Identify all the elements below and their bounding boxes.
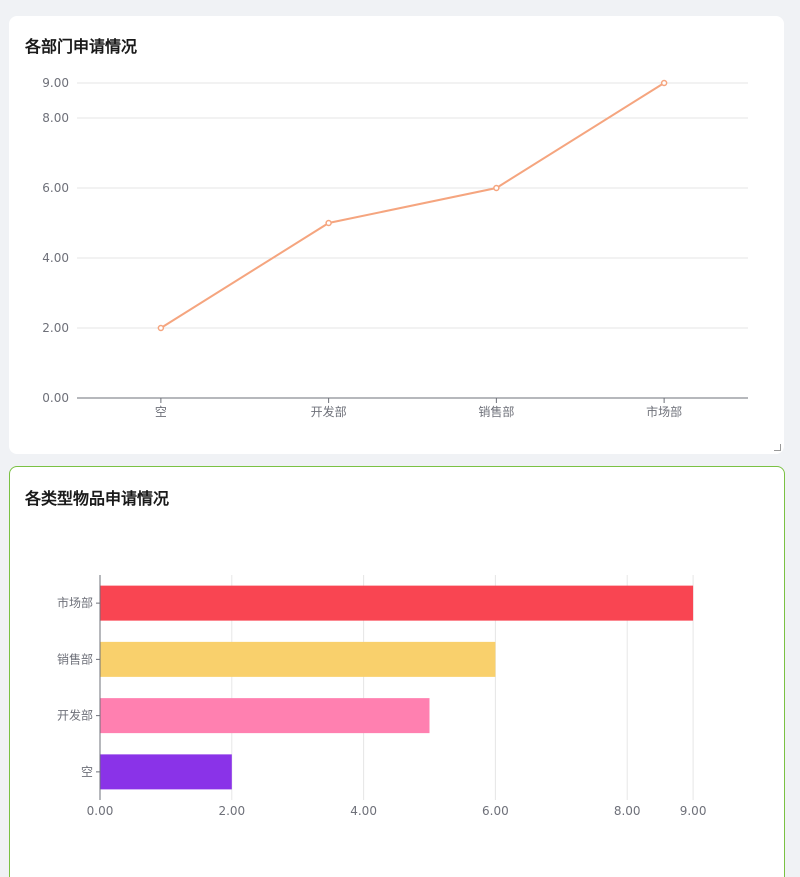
item-type-application-card: 各类型物品申请情况 0.00 2.00 4.00 6.00 8.00 9.00 空 开发部 销售… [9, 466, 785, 877]
resize-handle-icon[interactable] [774, 444, 781, 451]
y-tick-label: 0.00 [42, 391, 69, 405]
x-tick-label: 2.00 [218, 804, 245, 818]
x-tick-label: 0.00 [87, 804, 114, 818]
data-point [493, 184, 500, 192]
series-line [160, 82, 665, 329]
data-point [660, 79, 668, 87]
y-tick-label: 销售部 [57, 651, 93, 666]
x-tick-label: 9.00 [680, 804, 707, 818]
x-tick-label: 市场部 [646, 404, 682, 419]
department-line-chart: 0.00 2.00 4.00 6.00 8.00 9.00 空 开发部 销售部 市场部 [42, 76, 748, 419]
y-tick-label: 8.00 [42, 111, 69, 125]
y-tick-label: 市场部 [57, 595, 93, 610]
bar [100, 698, 430, 734]
data-point [325, 219, 332, 227]
department-chart-title: 各部门申请情况 [25, 37, 138, 56]
department-application-card: 各部门申请情况 0.00 2.00 4.00 6.00 8.00 9.00 空 开发部 销售部 市… [9, 16, 784, 454]
x-tick-label: 销售部 [478, 404, 514, 419]
item-type-bar-chart: 0.00 2.00 4.00 6.00 8.00 9.00 空 开发部 销售部 市场部 [57, 575, 707, 818]
x-tick-label: 6.00 [482, 804, 509, 818]
bar [100, 754, 232, 790]
y-tick-label: 4.00 [42, 251, 69, 265]
x-tick-label: 空 [155, 405, 167, 419]
bar [100, 641, 496, 677]
x-tick-label: 8.00 [614, 804, 641, 818]
y-tick-label: 开发部 [57, 708, 93, 723]
x-tick-label: 4.00 [350, 804, 377, 818]
item-type-chart-title: 各类型物品申请情况 [25, 489, 170, 508]
y-tick-label: 6.00 [42, 181, 69, 195]
y-tick-label: 空 [81, 765, 93, 779]
y-tick-label: 9.00 [42, 76, 69, 90]
data-point [157, 324, 165, 332]
bar [100, 585, 694, 621]
x-tick-label: 开发部 [311, 404, 347, 419]
y-tick-label: 2.00 [42, 321, 69, 335]
